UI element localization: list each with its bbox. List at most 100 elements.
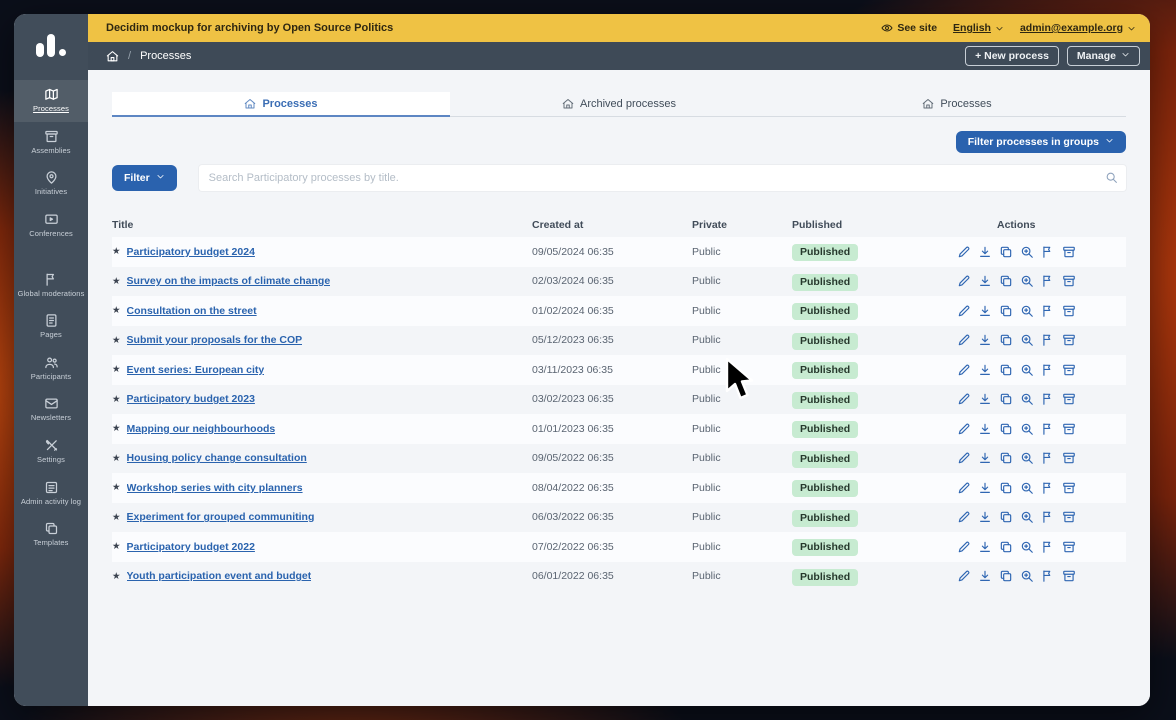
pencil-icon[interactable]	[957, 569, 971, 583]
tab-processes-2[interactable]: Processes	[788, 92, 1126, 117]
pencil-icon[interactable]	[957, 540, 971, 554]
pencil-icon[interactable]	[957, 481, 971, 495]
sidebar-item-initiatives[interactable]: Initiatives	[14, 163, 88, 205]
zoom-in-icon[interactable]	[1020, 363, 1034, 377]
archive-icon[interactable]	[1062, 392, 1076, 406]
flag-icon[interactable]	[1041, 245, 1055, 259]
copy-icon[interactable]	[999, 569, 1013, 583]
zoom-in-icon[interactable]	[1020, 333, 1034, 347]
copy-icon[interactable]	[999, 510, 1013, 524]
zoom-in-icon[interactable]	[1020, 274, 1034, 288]
sidebar-item-settings[interactable]: Settings	[14, 431, 88, 473]
language-dropdown[interactable]: English	[953, 22, 1004, 34]
download-icon[interactable]	[978, 510, 992, 524]
zoom-in-icon[interactable]	[1020, 569, 1034, 583]
download-icon[interactable]	[978, 245, 992, 259]
process-title-link[interactable]: Submit your proposals for the COP	[126, 334, 303, 347]
process-title-link[interactable]: Mapping our neighbourhoods	[126, 422, 276, 435]
download-icon[interactable]	[978, 363, 992, 377]
tab-processes-0[interactable]: Processes	[112, 92, 450, 117]
copy-icon[interactable]	[999, 245, 1013, 259]
process-title-link[interactable]: Event series: European city	[126, 363, 265, 376]
download-icon[interactable]	[978, 392, 992, 406]
breadcrumb-current[interactable]: Processes	[140, 50, 192, 62]
process-title-link[interactable]: Participatory budget 2023	[126, 393, 255, 406]
archive-icon[interactable]	[1062, 245, 1076, 259]
flag-icon[interactable]	[1041, 392, 1055, 406]
zoom-in-icon[interactable]	[1020, 304, 1034, 318]
archive-icon[interactable]	[1062, 363, 1076, 377]
flag-icon[interactable]	[1041, 422, 1055, 436]
zoom-in-icon[interactable]	[1020, 540, 1034, 554]
process-title-link[interactable]: Experiment for grouped communiting	[126, 511, 315, 524]
sidebar-item-participants[interactable]: Participants	[14, 348, 88, 390]
tab-archived-processes-1[interactable]: Archived processes	[450, 92, 788, 117]
process-title-link[interactable]: Survey on the impacts of climate change	[126, 275, 331, 288]
pencil-icon[interactable]	[957, 245, 971, 259]
zoom-in-icon[interactable]	[1020, 245, 1034, 259]
archive-icon[interactable]	[1062, 274, 1076, 288]
copy-icon[interactable]	[999, 363, 1013, 377]
pencil-icon[interactable]	[957, 333, 971, 347]
new-process-button[interactable]: + New process	[965, 46, 1059, 66]
filter-groups-button[interactable]: Filter processes in groups	[955, 131, 1126, 153]
pencil-icon[interactable]	[957, 510, 971, 524]
archive-icon[interactable]	[1062, 510, 1076, 524]
sidebar-item-admin-activity-log[interactable]: Admin activity log	[14, 473, 88, 515]
process-title-link[interactable]: Workshop series with city planners	[126, 481, 303, 494]
archive-icon[interactable]	[1062, 481, 1076, 495]
copy-icon[interactable]	[999, 392, 1013, 406]
manage-button[interactable]: Manage	[1066, 46, 1140, 66]
flag-icon[interactable]	[1041, 569, 1055, 583]
search-icon[interactable]	[1105, 171, 1118, 189]
download-icon[interactable]	[978, 274, 992, 288]
download-icon[interactable]	[978, 481, 992, 495]
zoom-in-icon[interactable]	[1020, 422, 1034, 436]
download-icon[interactable]	[978, 304, 992, 318]
process-title-link[interactable]: Participatory budget 2022	[126, 540, 255, 553]
pencil-icon[interactable]	[957, 451, 971, 465]
flag-icon[interactable]	[1041, 540, 1055, 554]
process-title-link[interactable]: Housing policy change consultation	[126, 452, 307, 465]
user-menu-dropdown[interactable]: admin@example.org	[1020, 22, 1136, 34]
search-input[interactable]	[198, 165, 1126, 191]
download-icon[interactable]	[978, 451, 992, 465]
download-icon[interactable]	[978, 540, 992, 554]
archive-icon[interactable]	[1062, 422, 1076, 436]
decidim-logo[interactable]	[14, 14, 88, 76]
sidebar-item-processes[interactable]: Processes	[14, 80, 88, 122]
archive-icon[interactable]	[1062, 304, 1076, 318]
pencil-icon[interactable]	[957, 304, 971, 318]
download-icon[interactable]	[978, 422, 992, 436]
archive-icon[interactable]	[1062, 333, 1076, 347]
zoom-in-icon[interactable]	[1020, 392, 1034, 406]
copy-icon[interactable]	[999, 304, 1013, 318]
sidebar-item-newsletters[interactable]: Newsletters	[14, 389, 88, 431]
flag-icon[interactable]	[1041, 481, 1055, 495]
zoom-in-icon[interactable]	[1020, 481, 1034, 495]
copy-icon[interactable]	[999, 422, 1013, 436]
sidebar-item-conferences[interactable]: Conferences	[14, 205, 88, 247]
home-icon[interactable]	[106, 50, 119, 63]
pencil-icon[interactable]	[957, 392, 971, 406]
flag-icon[interactable]	[1041, 510, 1055, 524]
copy-icon[interactable]	[999, 481, 1013, 495]
process-title-link[interactable]: Consultation on the street	[126, 304, 257, 317]
sidebar-item-global-moderations[interactable]: Global moderations	[14, 265, 88, 307]
copy-icon[interactable]	[999, 540, 1013, 554]
flag-icon[interactable]	[1041, 274, 1055, 288]
copy-icon[interactable]	[999, 274, 1013, 288]
process-title-link[interactable]: Youth participation event and budget	[126, 570, 312, 583]
sidebar-item-pages[interactable]: Pages	[14, 306, 88, 348]
copy-icon[interactable]	[999, 451, 1013, 465]
pencil-icon[interactable]	[957, 422, 971, 436]
flag-icon[interactable]	[1041, 451, 1055, 465]
archive-icon[interactable]	[1062, 540, 1076, 554]
flag-icon[interactable]	[1041, 363, 1055, 377]
download-icon[interactable]	[978, 569, 992, 583]
sidebar-item-assemblies[interactable]: Assemblies	[14, 122, 88, 164]
filter-button[interactable]: Filter	[112, 165, 177, 191]
zoom-in-icon[interactable]	[1020, 510, 1034, 524]
pencil-icon[interactable]	[957, 363, 971, 377]
archive-icon[interactable]	[1062, 569, 1076, 583]
